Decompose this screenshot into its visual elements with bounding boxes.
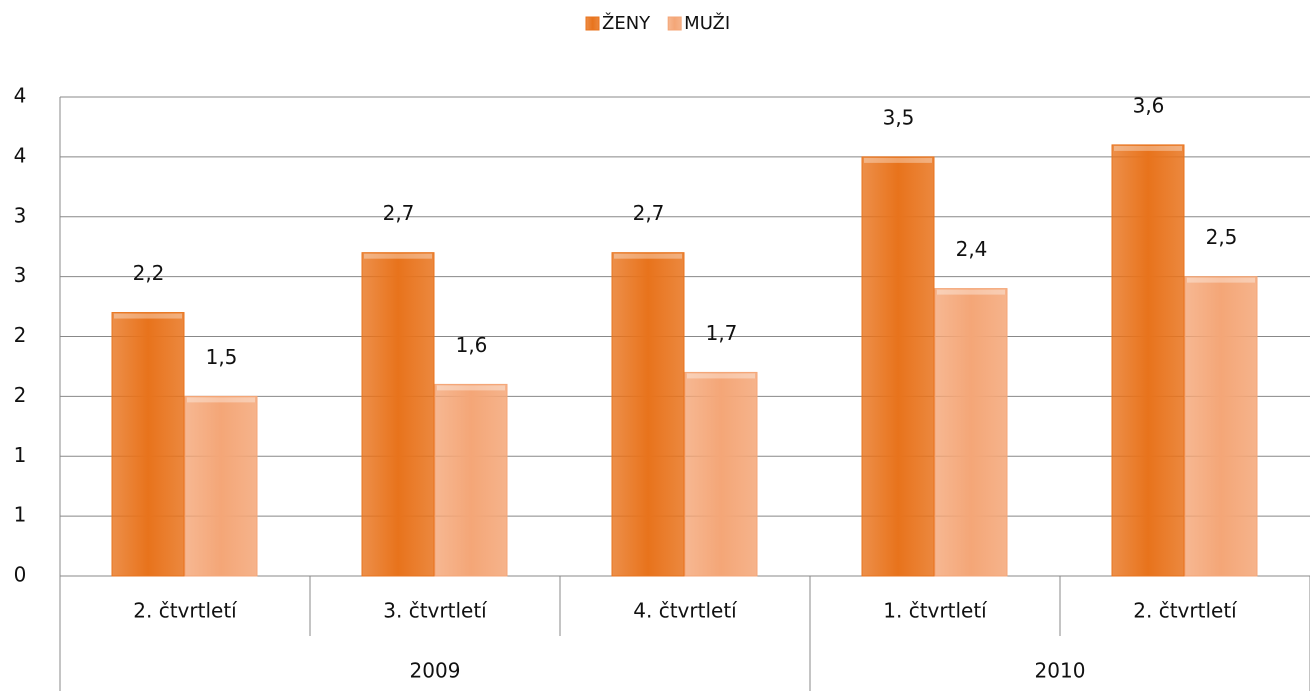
y-tick-label: 4 bbox=[14, 84, 27, 108]
y-tick-label: 1 bbox=[14, 503, 27, 527]
data-label: 2,7 bbox=[633, 201, 665, 225]
bar-highlight bbox=[937, 289, 1005, 295]
legend-swatch bbox=[667, 16, 682, 31]
x-tick-label: 4. čtvrtletí bbox=[633, 599, 738, 623]
bar-highlight bbox=[364, 253, 432, 259]
legend-label: ŽENY bbox=[602, 12, 651, 34]
data-label: 2,5 bbox=[1206, 225, 1238, 249]
bar-highlight bbox=[864, 157, 932, 163]
bar bbox=[111, 312, 185, 577]
bar-highlight bbox=[1187, 277, 1255, 283]
bar-highlight bbox=[187, 397, 255, 403]
y-tick-label: 3 bbox=[14, 263, 27, 287]
bar bbox=[684, 371, 758, 577]
data-label: 2,7 bbox=[383, 201, 415, 225]
group-label: 2009 bbox=[410, 659, 461, 683]
x-tick-label: 2. čtvrtletí bbox=[133, 599, 238, 623]
y-tick-label: 3 bbox=[14, 203, 27, 227]
bar bbox=[184, 395, 258, 577]
bar bbox=[1111, 144, 1185, 577]
bar bbox=[434, 383, 508, 577]
x-tick-label: 2. čtvrtletí bbox=[1133, 599, 1238, 623]
data-label: 1,7 bbox=[706, 321, 738, 345]
legend-label: MUŽI bbox=[684, 12, 730, 34]
bar bbox=[1184, 276, 1258, 577]
legend: ŽENY MUŽI bbox=[585, 12, 730, 34]
data-label: 3,5 bbox=[883, 105, 915, 129]
group-label: 2010 bbox=[1035, 659, 1086, 683]
y-tick-label: 4 bbox=[14, 143, 27, 167]
bar-highlight bbox=[437, 385, 505, 391]
bar-highlight bbox=[687, 373, 755, 379]
y-tick-label: 2 bbox=[14, 383, 27, 407]
bar-highlight bbox=[614, 253, 682, 259]
data-label: 1,6 bbox=[456, 333, 488, 357]
data-label: 1,5 bbox=[206, 345, 238, 369]
bar bbox=[361, 252, 435, 577]
data-label: 2,2 bbox=[133, 261, 165, 285]
data-label: 3,6 bbox=[1133, 93, 1165, 117]
y-tick-label: 1 bbox=[14, 443, 27, 467]
bar-highlight bbox=[114, 313, 182, 319]
data-label: 2,4 bbox=[956, 237, 988, 261]
bar bbox=[934, 288, 1008, 577]
bar bbox=[611, 252, 685, 577]
x-tick-label: 1. čtvrtletí bbox=[883, 599, 988, 623]
y-tick-label: 0 bbox=[14, 563, 27, 587]
x-tick-label: 3. čtvrtletí bbox=[383, 599, 488, 623]
y-tick-label: 2 bbox=[14, 323, 27, 347]
bar-highlight bbox=[1114, 145, 1182, 151]
bar bbox=[861, 156, 935, 577]
legend-swatch bbox=[585, 16, 600, 31]
